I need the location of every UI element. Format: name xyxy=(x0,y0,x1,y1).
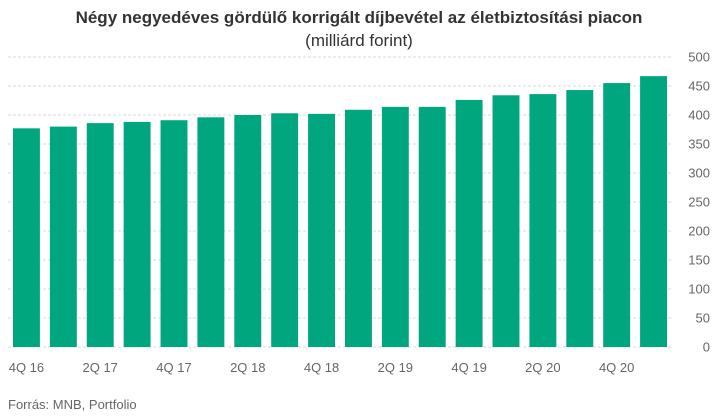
x-tick-label: 2Q 18 xyxy=(230,360,265,375)
x-axis-ticks: 4Q 16 2Q 17 4Q 17 2Q 18 4Q 18 2Q 19 4Q 19 2Q 20… xyxy=(9,360,635,375)
bar xyxy=(566,90,594,347)
gridlines xyxy=(8,56,672,348)
x-tick-label: 4Q 19 xyxy=(451,360,486,375)
y-tick-label: 500 xyxy=(688,50,710,65)
bar xyxy=(234,115,262,347)
bar xyxy=(640,76,668,347)
y-tick-label: 100 xyxy=(688,282,710,297)
bar xyxy=(344,109,372,347)
bar xyxy=(492,95,520,347)
y-tick-label: 150 xyxy=(688,253,710,268)
x-tick-label: 2Q 20 xyxy=(525,360,560,375)
bar xyxy=(160,120,188,347)
bars xyxy=(12,76,668,348)
bar xyxy=(197,117,225,347)
bar xyxy=(123,121,151,348)
bar xyxy=(49,126,77,347)
bar xyxy=(529,94,557,348)
source-note: Forrás: MNB, Portfolio xyxy=(8,397,137,412)
y-tick-label: 350 xyxy=(688,137,710,152)
bar xyxy=(381,106,409,347)
bar xyxy=(86,123,114,348)
y-tick-label: 50 xyxy=(696,311,710,326)
y-tick-label: 300 xyxy=(688,166,710,181)
bar xyxy=(271,113,299,347)
x-tick-label: 4Q 16 xyxy=(9,360,44,375)
bar xyxy=(603,83,631,347)
bar xyxy=(12,128,40,347)
x-tick-label: 4Q 17 xyxy=(156,360,191,375)
y-tick-label: 450 xyxy=(688,79,710,94)
chart-title: Négy negyedéves gördülő korrigált díjbev… xyxy=(75,8,643,27)
x-tick-label: 4Q 20 xyxy=(599,360,634,375)
bar xyxy=(418,106,446,347)
y-tick-label: 200 xyxy=(688,224,710,239)
y-tick-label: 0 xyxy=(703,340,710,355)
y-tick-label: 400 xyxy=(688,108,710,123)
x-tick-label: 4Q 18 xyxy=(304,360,339,375)
y-tick-label: 250 xyxy=(688,195,710,210)
chart-subtitle: (milliárd forint) xyxy=(305,31,413,50)
x-tick-label: 2Q 17 xyxy=(83,360,118,375)
y-axis-ticks: 0 50 100 150 200 250 300 350 400 450 500 xyxy=(688,50,710,355)
bar xyxy=(455,99,483,347)
x-tick-label: 2Q 19 xyxy=(378,360,413,375)
bar xyxy=(308,113,336,347)
